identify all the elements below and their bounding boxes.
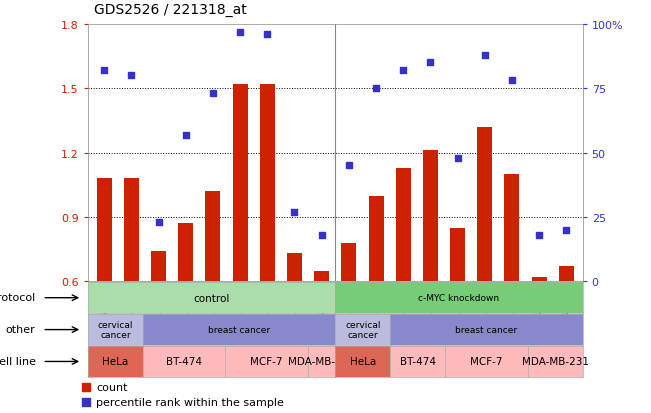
Point — [425, 60, 436, 66]
Text: cervical
cancer: cervical cancer — [345, 320, 380, 339]
Bar — [559, 267, 574, 410]
Bar — [287, 254, 302, 410]
Point — [452, 155, 463, 161]
Text: BT-474: BT-474 — [166, 356, 202, 367]
Text: cervical
cancer: cervical cancer — [98, 320, 133, 339]
Bar — [532, 278, 547, 410]
Text: BT-474: BT-474 — [400, 356, 436, 367]
Bar — [260, 85, 275, 410]
Text: GDS2526 / 221318_at: GDS2526 / 221318_at — [94, 2, 247, 17]
Text: MDA-MB-231: MDA-MB-231 — [288, 356, 355, 367]
Bar — [314, 271, 329, 410]
Point — [398, 68, 408, 74]
Text: other: other — [6, 324, 36, 334]
Point — [344, 163, 354, 169]
Bar — [124, 179, 139, 410]
Point — [208, 91, 218, 97]
Bar — [396, 168, 411, 410]
Point — [81, 383, 91, 390]
Text: MDA-MB-231: MDA-MB-231 — [521, 356, 589, 367]
Point — [99, 68, 109, 74]
Bar — [151, 252, 166, 410]
Text: protocol: protocol — [0, 292, 36, 302]
Bar — [477, 128, 492, 410]
Text: count: count — [96, 382, 128, 392]
Point — [506, 78, 517, 85]
Bar — [206, 192, 221, 410]
Bar — [178, 224, 193, 410]
Point — [235, 29, 245, 36]
Bar — [97, 179, 112, 410]
Point — [561, 227, 572, 234]
Bar — [232, 85, 247, 410]
Text: HeLa: HeLa — [102, 356, 128, 367]
Text: c-MYC knockdown: c-MYC knockdown — [419, 294, 499, 302]
Bar — [450, 228, 465, 410]
Point — [154, 219, 164, 226]
Point — [289, 209, 299, 216]
Point — [534, 232, 544, 239]
Point — [371, 86, 381, 93]
Text: HeLa: HeLa — [350, 356, 376, 367]
Text: cell line: cell line — [0, 356, 36, 366]
Text: control: control — [193, 293, 230, 303]
Bar — [423, 151, 438, 410]
Text: percentile rank within the sample: percentile rank within the sample — [96, 397, 284, 407]
Point — [180, 132, 191, 138]
Point — [81, 399, 91, 406]
Text: MCF-7: MCF-7 — [470, 356, 503, 367]
Bar — [505, 175, 519, 410]
Text: MCF-7: MCF-7 — [250, 356, 283, 367]
Text: breast cancer: breast cancer — [208, 325, 270, 334]
Text: breast cancer: breast cancer — [456, 325, 518, 334]
Point — [126, 73, 137, 79]
Point — [480, 52, 490, 59]
Bar — [341, 243, 356, 410]
Point — [316, 232, 327, 239]
Point — [262, 32, 273, 38]
Bar — [368, 196, 383, 410]
